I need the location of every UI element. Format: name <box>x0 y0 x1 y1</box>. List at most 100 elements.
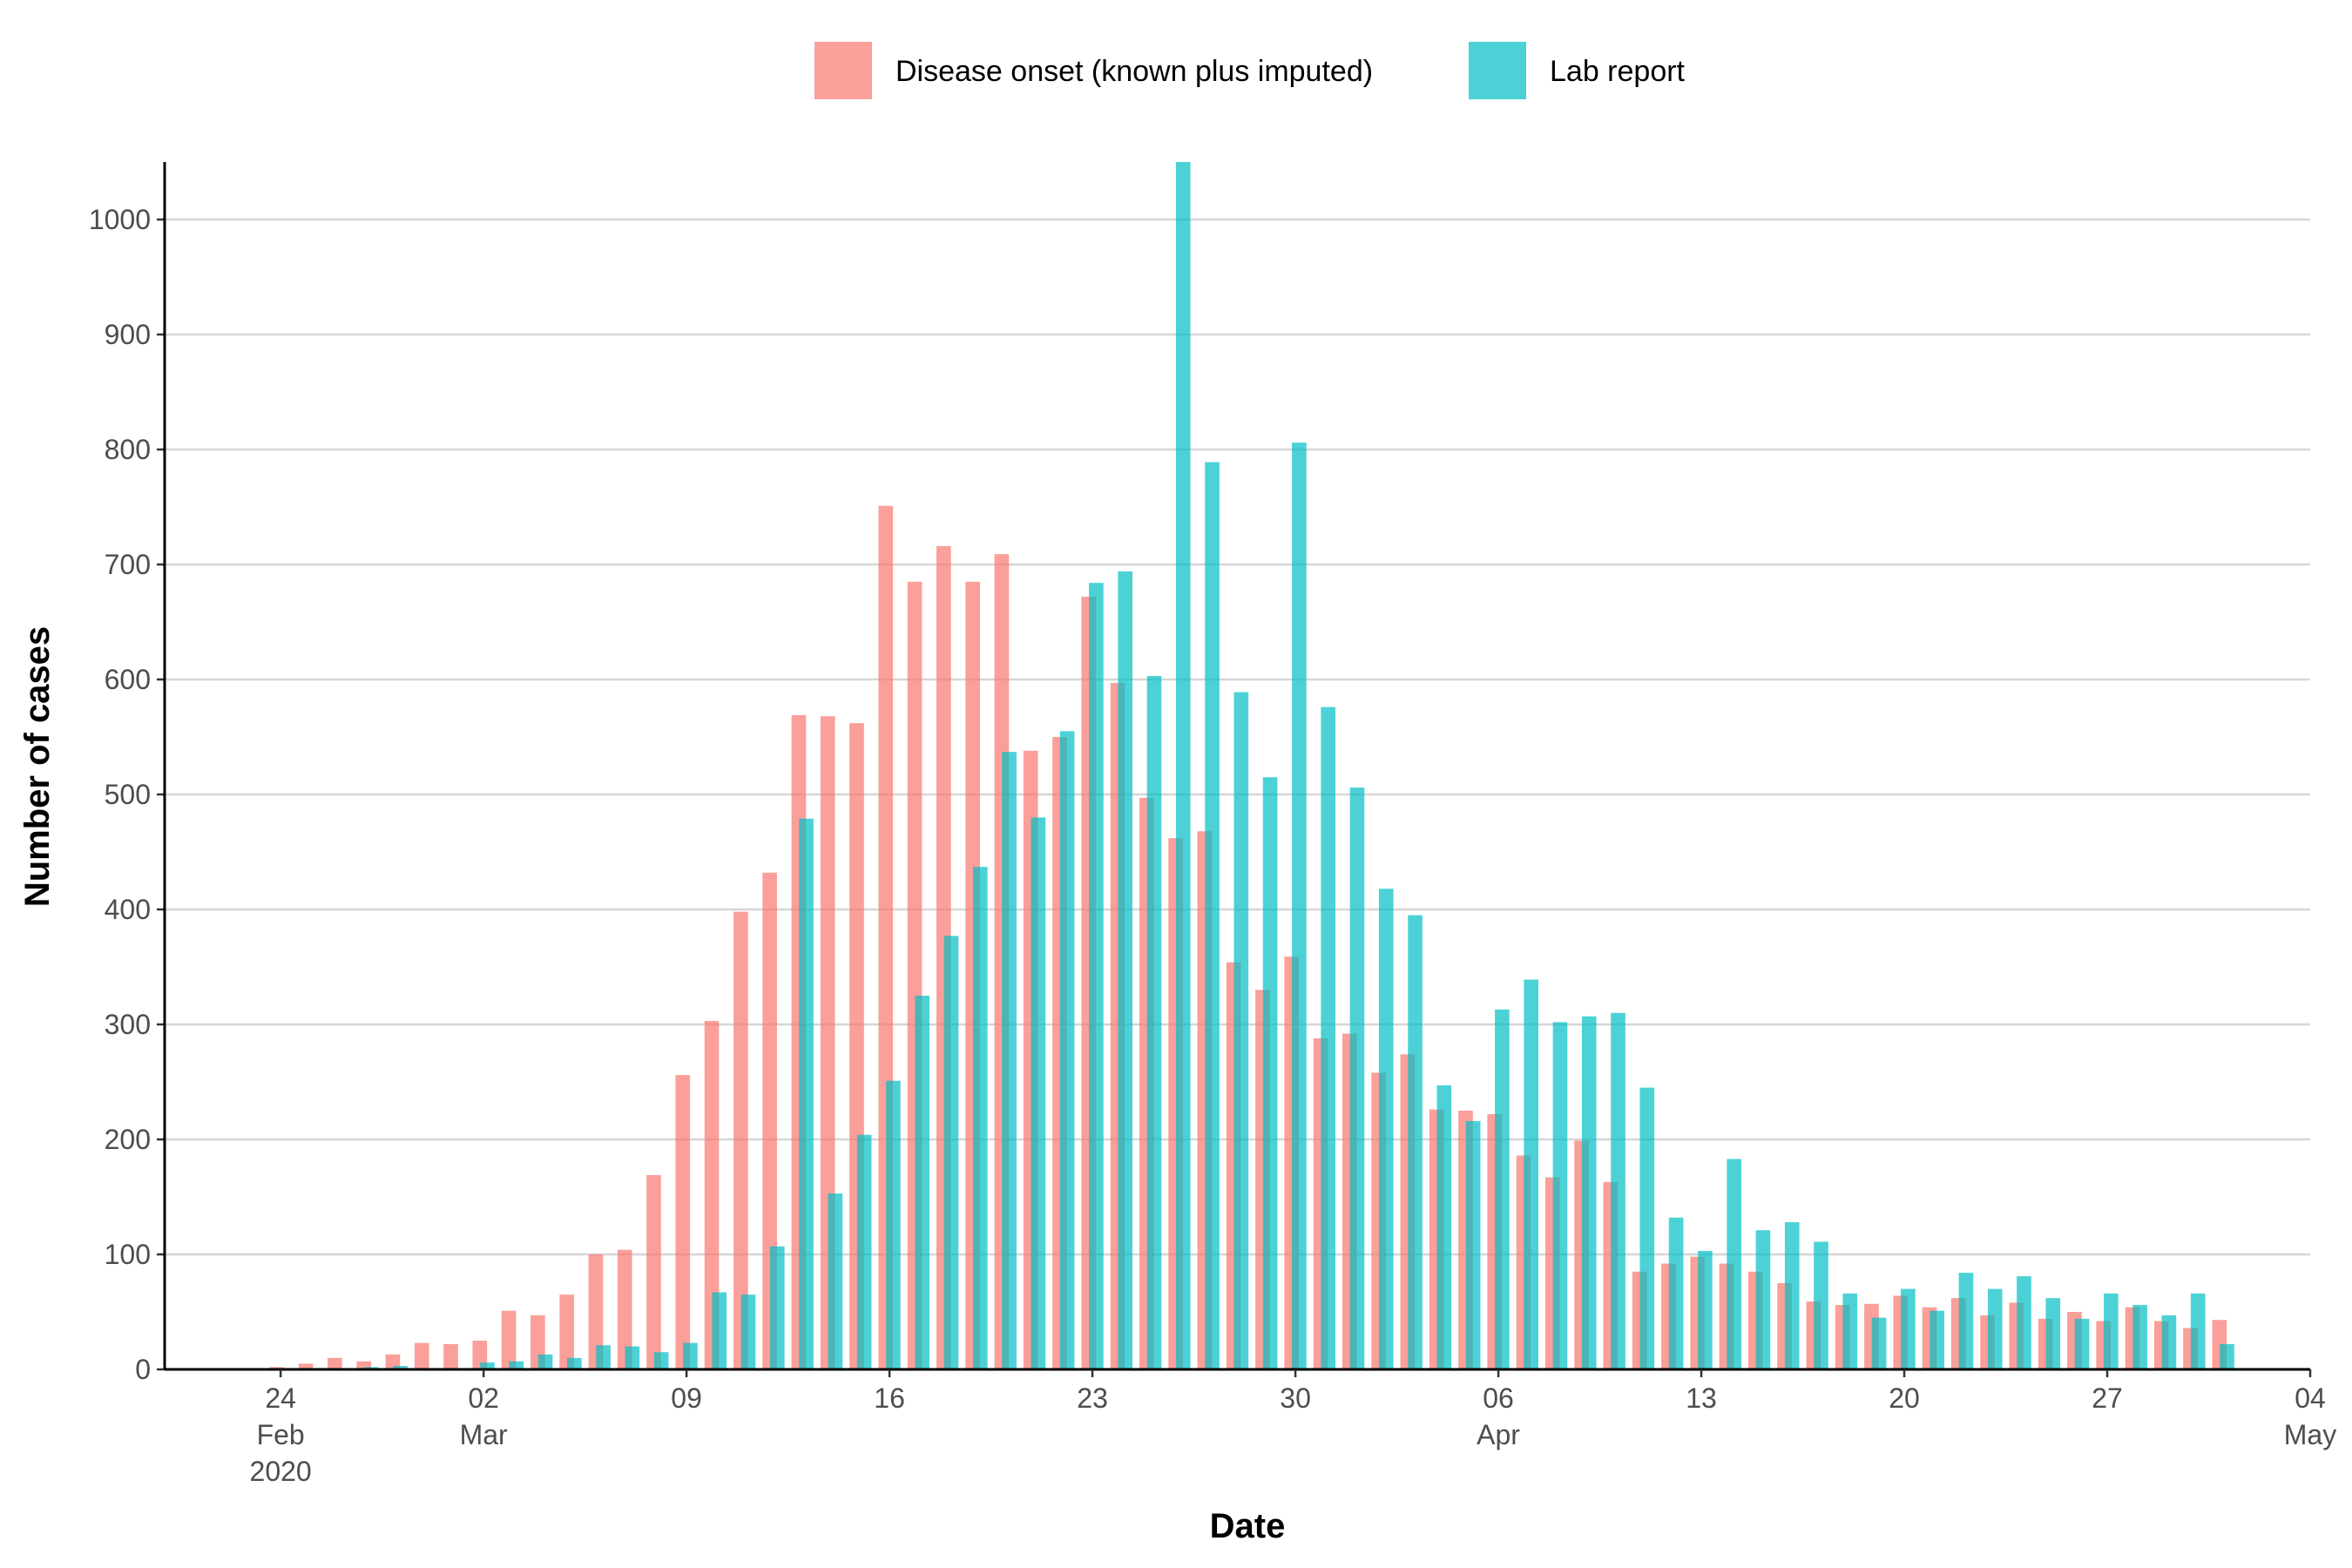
bar <box>762 872 777 1369</box>
y-tick-label: 1000 <box>89 204 151 235</box>
bar <box>472 1341 488 1369</box>
y-tick-label: 100 <box>105 1239 151 1270</box>
bar <box>769 1246 785 1369</box>
x-tick-label: 30 <box>1280 1382 1311 1414</box>
bar <box>1524 979 1538 1369</box>
bar <box>356 1361 371 1369</box>
bar <box>443 1343 458 1369</box>
bar <box>1727 1159 1741 1369</box>
bar <box>1495 1009 1510 1369</box>
bar <box>1089 583 1104 1369</box>
bar <box>2074 1318 2090 1369</box>
bar <box>1465 1120 1481 1369</box>
bar <box>509 1361 524 1369</box>
x-tick-label: 24 Feb 2020 <box>250 1382 312 1487</box>
bar <box>588 1254 604 1369</box>
bar <box>298 1363 314 1369</box>
y-axis-title: Number of cases <box>18 626 57 907</box>
x-tick-label: 02 Mar <box>460 1382 508 1450</box>
y-tick-label: 0 <box>135 1354 151 1385</box>
bar <box>828 1193 843 1369</box>
bar <box>646 1174 661 1369</box>
bar <box>704 1021 720 1369</box>
y-tick-label: 500 <box>105 779 151 810</box>
bar <box>2132 1305 2147 1369</box>
bar <box>856 1134 872 1369</box>
legend-key <box>814 42 872 99</box>
bar <box>683 1342 698 1369</box>
bar <box>2104 1293 2119 1369</box>
x-axis-title: Date <box>1210 1507 1286 1545</box>
legend-label: Disease onset (known plus imputed) <box>896 55 1373 88</box>
bar <box>1002 752 1017 1369</box>
x-tick-label: 13 <box>1686 1382 1717 1414</box>
bar <box>2220 1343 2234 1369</box>
bar <box>1233 692 1249 1369</box>
bar <box>1987 1288 2003 1369</box>
bar <box>414 1342 429 1369</box>
x-tick-label: 23 <box>1077 1382 1108 1414</box>
bar <box>1930 1310 1944 1369</box>
bar <box>2017 1276 2031 1369</box>
y-tick-label: 600 <box>105 664 151 695</box>
bar <box>1639 1087 1655 1369</box>
y-tick-label: 300 <box>105 1009 151 1040</box>
x-tick-label: 04 May <box>2284 1382 2336 1450</box>
bar <box>537 1354 553 1369</box>
bar <box>1205 462 1220 1369</box>
bar <box>596 1345 611 1369</box>
legend-label: Lab report <box>1550 55 1686 88</box>
bar <box>1378 889 1394 1369</box>
bar <box>1146 676 1162 1369</box>
legend-key <box>1469 42 1526 99</box>
bar <box>501 1310 517 1369</box>
bar <box>886 1080 901 1369</box>
bar <box>480 1362 495 1369</box>
bar <box>1552 1022 1568 1369</box>
bar <box>1871 1317 1887 1369</box>
bar <box>1031 817 1046 1369</box>
bar <box>385 1354 401 1369</box>
y-tick-label: 900 <box>105 319 151 350</box>
bar <box>1175 162 1191 1369</box>
bar <box>1321 706 1335 1369</box>
bar <box>1668 1217 1684 1369</box>
bar <box>972 867 988 1369</box>
bar <box>799 818 814 1369</box>
x-tick-label: 06 Apr <box>1477 1382 1520 1450</box>
bar <box>1842 1293 1858 1369</box>
x-tick-label: 09 <box>671 1382 702 1414</box>
y-tick-label: 200 <box>105 1124 151 1155</box>
bar <box>712 1292 727 1369</box>
bar <box>1262 777 1278 1369</box>
x-tick-label: 20 <box>1889 1382 1920 1414</box>
bar <box>653 1352 669 1369</box>
bar <box>1814 1241 1828 1369</box>
bar <box>566 1357 582 1369</box>
bar <box>675 1075 691 1369</box>
bar <box>1292 443 1307 1370</box>
x-tick-label: 16 <box>874 1382 905 1414</box>
x-tick-label: 27 <box>2092 1382 2123 1414</box>
bar <box>1784 1222 1800 1369</box>
y-tick-label: 400 <box>105 894 151 925</box>
bar <box>1436 1085 1452 1369</box>
bar <box>1611 1012 1625 1369</box>
bar <box>943 936 959 1369</box>
bar <box>1408 915 1423 1369</box>
y-tick-label: 800 <box>105 434 151 465</box>
bar <box>740 1294 756 1369</box>
bar <box>2161 1315 2177 1369</box>
bar <box>617 1249 632 1369</box>
bar <box>1755 1230 1771 1369</box>
bar <box>733 911 748 1369</box>
bar <box>1118 571 1133 1369</box>
bar <box>1059 731 1075 1369</box>
bar <box>915 996 930 1369</box>
bar <box>1698 1251 1713 1369</box>
bar <box>1958 1273 1974 1369</box>
bar <box>1901 1288 1916 1369</box>
bar <box>393 1366 408 1369</box>
bar <box>2190 1293 2206 1369</box>
